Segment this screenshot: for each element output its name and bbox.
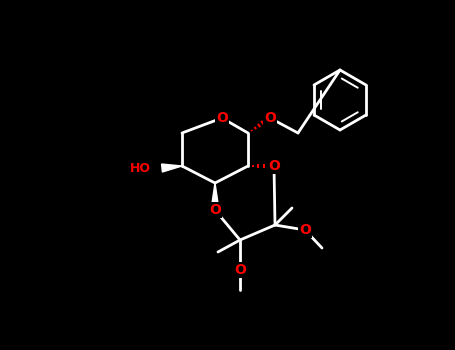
- Text: HO: HO: [130, 161, 151, 175]
- Text: O: O: [216, 111, 228, 125]
- Text: O: O: [264, 111, 276, 125]
- Polygon shape: [211, 183, 219, 210]
- Text: O: O: [268, 159, 280, 173]
- Polygon shape: [162, 164, 182, 172]
- Text: O: O: [299, 223, 311, 237]
- Text: O: O: [209, 203, 221, 217]
- Text: O: O: [234, 263, 246, 277]
